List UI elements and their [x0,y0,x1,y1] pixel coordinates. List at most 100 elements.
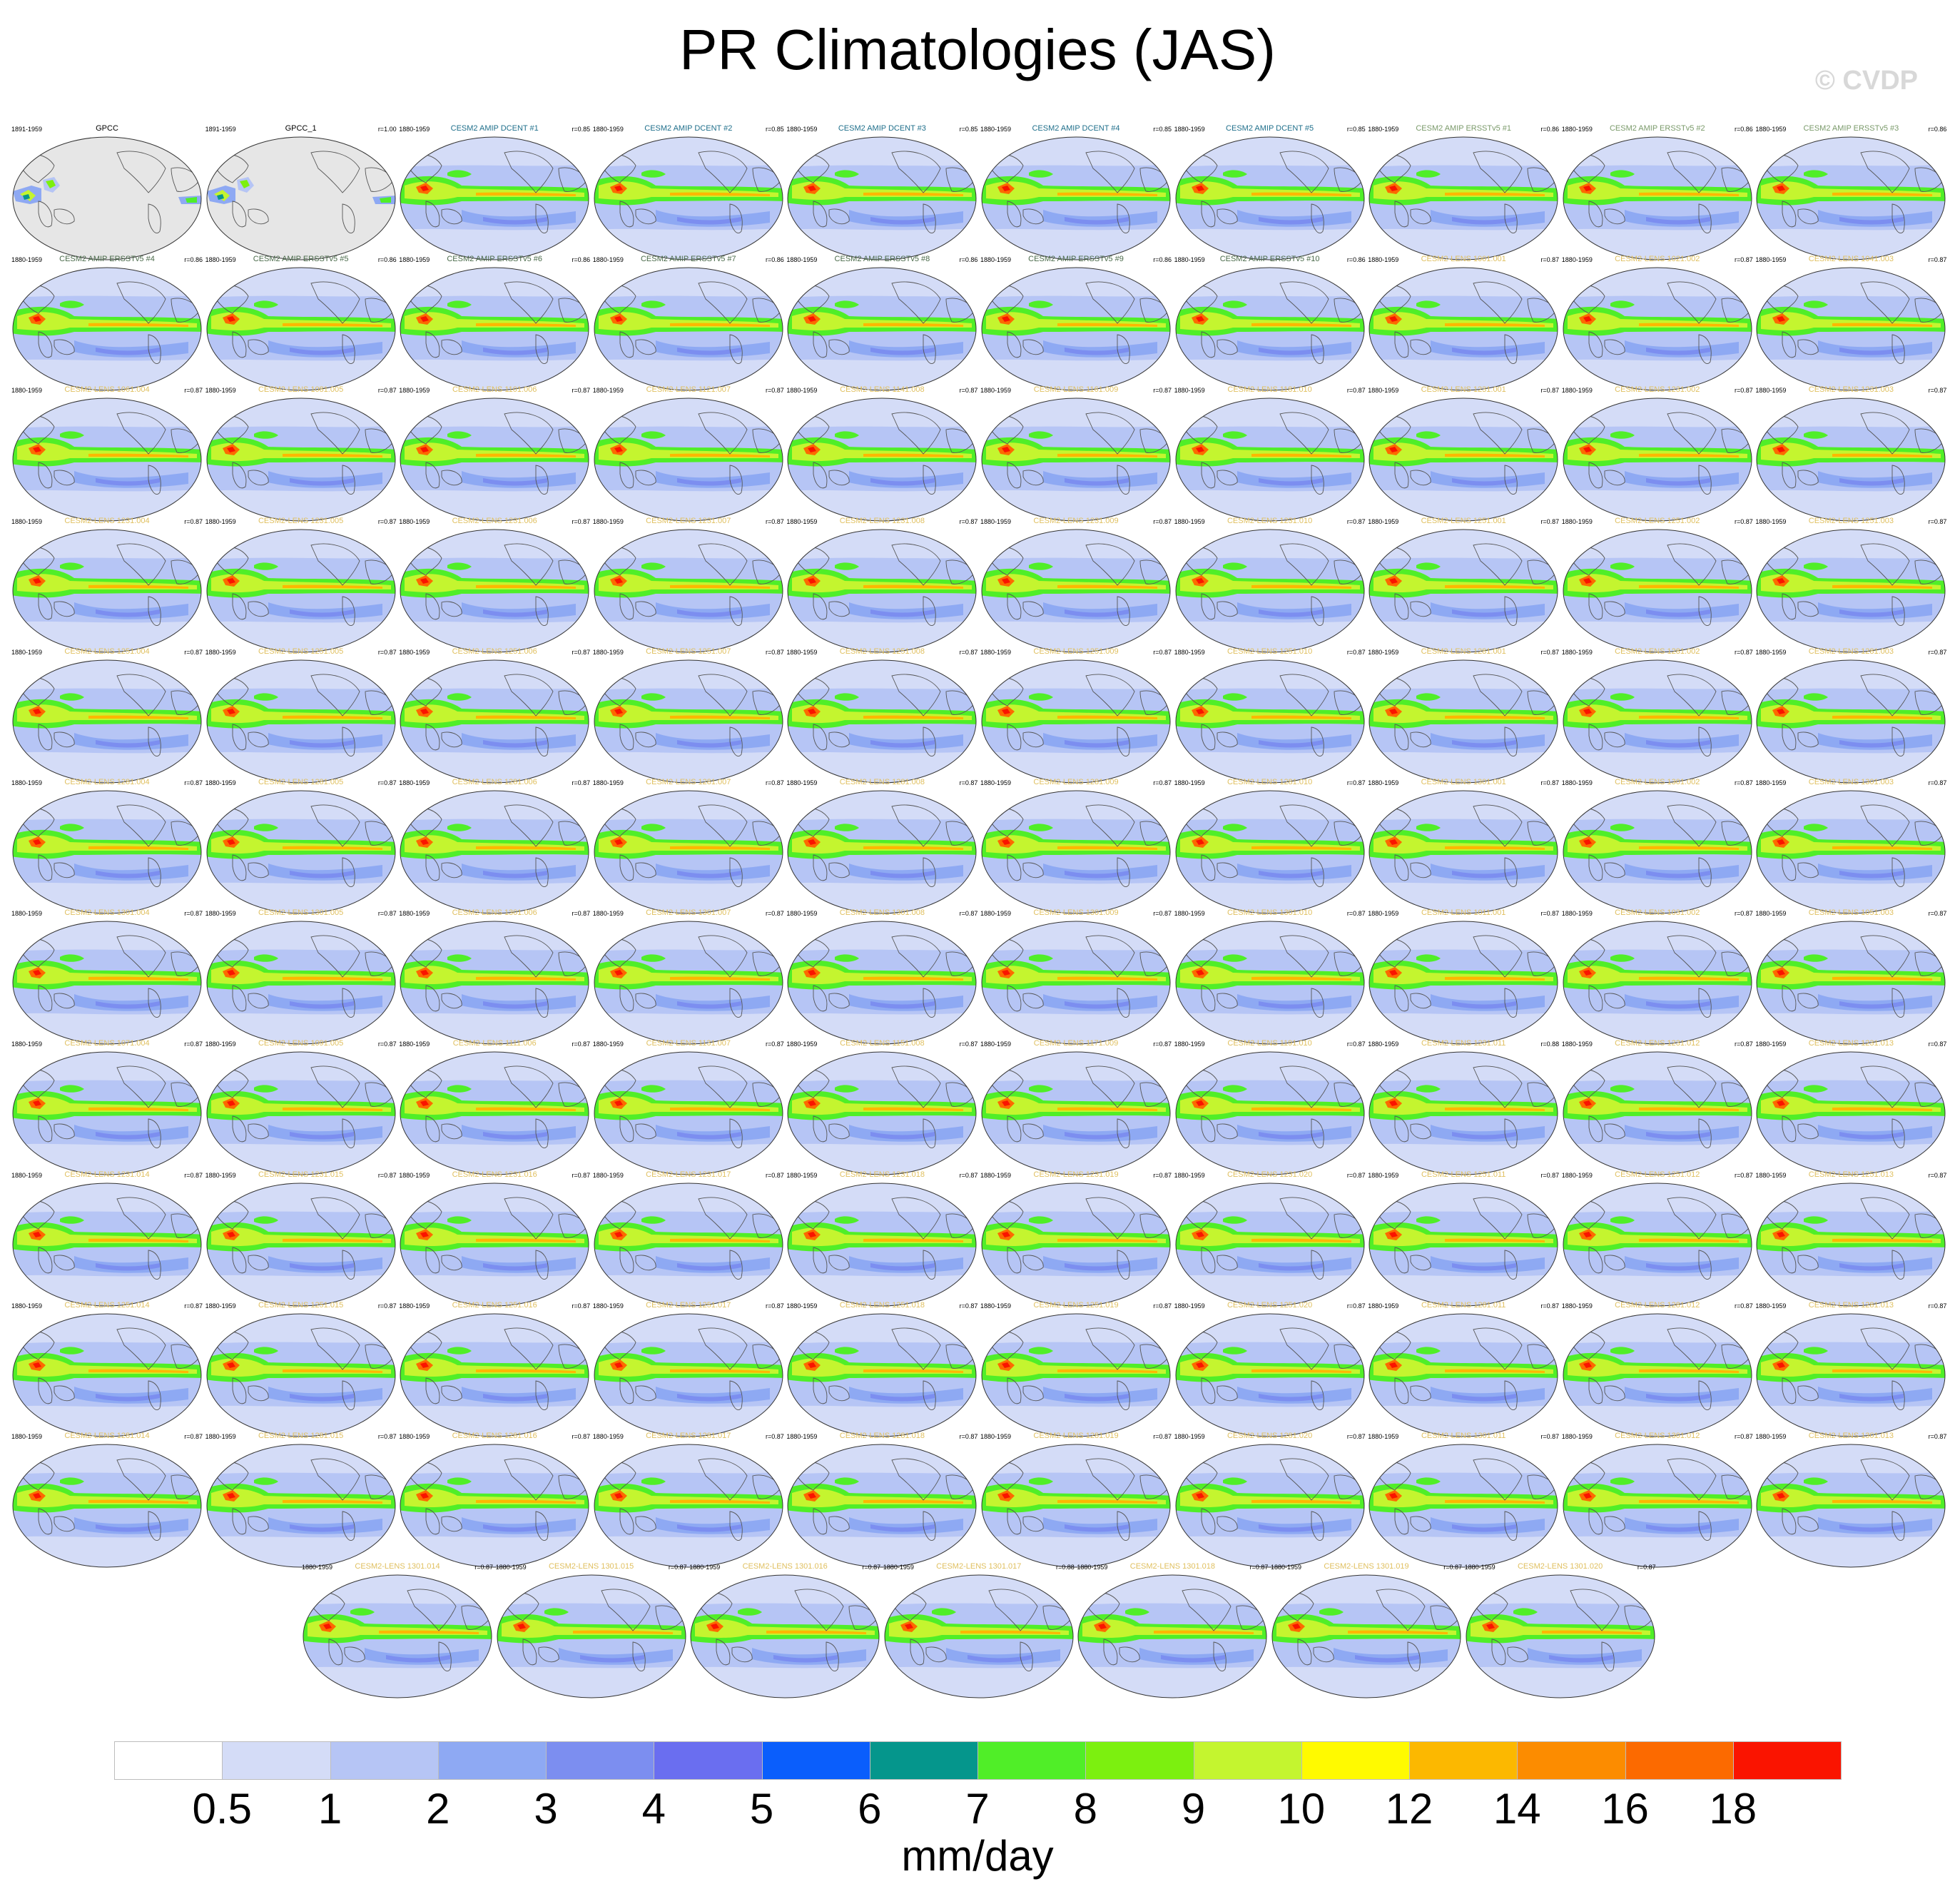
panel-years: 1880-1959 [1561,1171,1593,1179]
panel-correlation: r=0.87 [766,1433,784,1440]
precip-map [206,529,396,653]
map-panel: 1880-1959 CESM2-LENS 1281.007 r=0.87 [591,778,786,915]
map-panel: 1880-1959 CESM2-LENS 1281.019 r=0.87 [979,1432,1173,1569]
map-panel: 1880-1959 CESM2-LENS 1251.015 r=0.87 [204,1301,398,1438]
precip-map [594,267,783,391]
map-panel: 1880-1959 CESM2-LENS 1141.008 r=0.87 [785,385,979,522]
panel-title: CESM2-LENS 1101.006 [452,385,537,395]
panel-title: CESM2-LENS 1301.006 [452,908,537,918]
precip-map [400,1444,589,1568]
map-panel: 1880-1959 CESM2-LENS 1231.002 r=0.87 [1560,385,1755,522]
panel-years: 1880-1959 [592,1433,624,1440]
panel-correlation: r=0.87 [1346,517,1366,525]
map-panel: 1880-1959 CESM2-LENS 1231.005 r=0.87 [204,517,398,654]
panel-title: CESM2-LENS 1251.001 [1421,516,1506,525]
panel-years: 1880-1959 [1368,517,1399,525]
panel-correlation: r=0.87 [1928,517,1947,525]
panel-correlation: r=0.87 [1443,1564,1462,1571]
panel-correlation: r=0.87 [1540,1171,1560,1179]
panel-years: 1880-1959 [980,126,1012,133]
map-panel: 1880-1959 CESM2-LENS 1091.005 r=0.87 [204,1039,398,1176]
panel-years: 1880-1959 [1368,256,1399,264]
colorbar-swatch [437,1741,547,1780]
panel-title: CESM2-LENS 1121.007 [646,385,731,395]
panel-title: CESM2-LENS 1251.016 [452,1300,537,1310]
panel-years: 1880-1959 [399,910,430,918]
map-panel: 1880-1959 CESM2-LENS 1181.010 r=0.87 [1173,385,1367,522]
panel-title: CESM2-LENS 1281.020 [1227,1432,1313,1440]
panel-title: CESM2-LENS 1251.008 [839,647,925,656]
panel-title: CESM2-LENS 1281.012 [1615,1300,1700,1310]
panel-correlation: r=0.87 [572,517,591,525]
precip-map [400,659,589,784]
colorbar [114,1741,1842,1781]
map-panel: 1880-1959 CESM2 AMIP ERSSTv5 #5 r=0.86 [204,255,398,392]
precip-map [12,921,202,1045]
panel-years: 1880-1959 [1174,1040,1205,1048]
precip-map [1756,1051,1946,1175]
precip-map [12,267,202,391]
precip-map [1563,1313,1752,1437]
map-panel: 1880-1959 CESM2-LENS 1301.008 r=0.87 [785,908,979,1045]
panel-years: 1880-1959 [980,1433,1012,1440]
panel-title: CESM2-LENS 1301.019 [1324,1562,1409,1571]
panel-years: 1880-1959 [205,1040,236,1048]
precip-map [787,529,977,653]
precip-map [1563,267,1752,391]
panel-title: CESM2-LENS 1161.009 [1033,385,1119,395]
panel-years: 1880-1959 [205,517,236,525]
panel-correlation: r=0.87 [572,1433,591,1440]
precip-map [1368,1444,1558,1568]
precip-map [690,1574,880,1698]
panel-correlation: r=0.87 [1928,779,1947,786]
panel-title: CESM2-LENS 1251.017 [646,1300,731,1310]
panel-title: CESM2-LENS 1231.019 [1033,1170,1119,1179]
panel-correlation: r=0.87 [959,1302,978,1310]
panel-title: CESM2-LENS 1231.004 [64,516,150,525]
map-panel: 1880-1959 CESM2-LENS 1281.009 r=0.87 [979,778,1173,915]
panel-correlation: r=0.87 [184,1302,203,1310]
panel-correlation: r=0.87 [1153,1302,1172,1310]
map-panel: 1880-1959 CESM2-LENS 1301.014 r=0.87 [300,1562,494,1699]
map-panel: 1880-1959 CESM2-LENS 1251.007 r=0.87 [591,647,786,784]
precip-map [1563,1444,1752,1568]
precip-map [1466,1574,1655,1698]
precip-map [206,397,396,522]
panel-years: 1880-1959 [1271,1564,1302,1571]
panel-correlation: r=0.86 [1153,256,1172,264]
precip-map [400,1313,589,1437]
panel-years: 1880-1959 [205,256,236,264]
map-panel: 1880-1959 CESM2-LENS 1231.020 r=0.87 [1173,1170,1367,1307]
panel-correlation: r=0.85 [1153,126,1172,133]
panel-correlation: r=0.87 [1153,779,1172,786]
panel-years: 1880-1959 [1561,779,1593,786]
panel-years: 1880-1959 [1368,387,1399,395]
map-panel: 1880-1959 CESM2 AMIP ERSSTv5 #10 r=0.86 [1173,255,1367,392]
panel-correlation: r=0.87 [377,1302,397,1310]
panel-years: 1880-1959 [786,648,818,656]
panel-years: 1880-1959 [1755,1171,1787,1179]
panel-correlation: r=0.87 [959,1040,978,1048]
panel-title: CESM2-LENS 1301.012 [1615,1432,1700,1440]
map-panel: 1880-1959 CESM2-LENS 1081.005 r=0.87 [204,385,398,522]
map-panel: 1880-1959 CESM2-LENS 1231.004 r=0.87 [10,516,204,654]
panel-correlation: r=0.87 [1928,648,1947,656]
precip-map [787,921,977,1045]
panel-correlation: r=0.87 [1153,517,1172,525]
panel-correlation: r=0.87 [184,1171,203,1179]
precip-map [1368,267,1558,391]
panel-correlation: r=1.00 [377,126,397,133]
panel-correlation: r=0.86 [1540,126,1560,133]
precip-map [594,1313,783,1437]
panel-years: 1880-1959 [1755,910,1787,918]
panel-years: 1880-1959 [399,1171,430,1179]
panel-years: 1880-1959 [1561,1302,1593,1310]
precip-map [12,659,202,784]
panel-title: CESM2 AMIP ERSSTv5 #5 [253,255,349,264]
panel-correlation: r=0.87 [572,1171,591,1179]
precip-map [594,529,783,653]
panel-title: CESM2-LENS 1251.003 [1808,516,1894,525]
panel-correlation: r=0.87 [1540,1433,1560,1440]
panel-title: CESM2-LENS 1251.014 [64,1300,150,1310]
land-mask [206,137,395,260]
